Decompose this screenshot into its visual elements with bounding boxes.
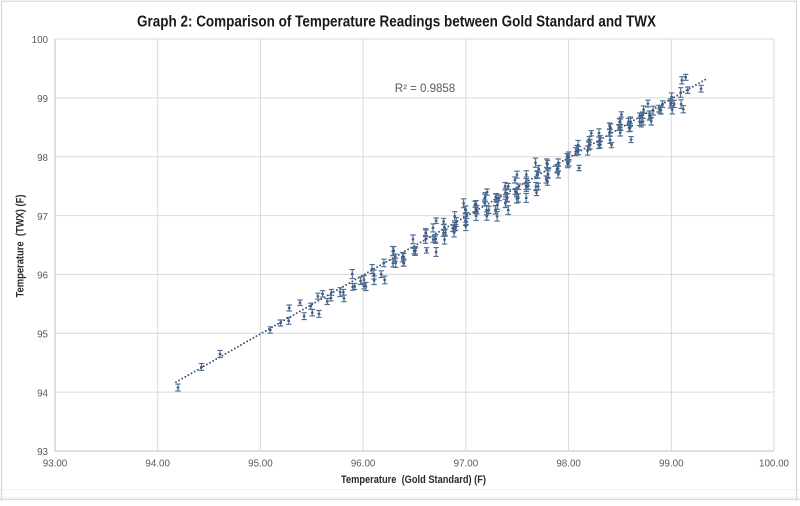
svg-text:98.00: 98.00 <box>556 459 581 470</box>
svg-text:100: 100 <box>32 35 49 46</box>
svg-text:100.00: 100.00 <box>759 459 790 470</box>
svg-text:98: 98 <box>37 153 48 164</box>
svg-text:93: 93 <box>37 447 48 458</box>
svg-text:96: 96 <box>37 271 48 282</box>
svg-text:94: 94 <box>37 388 48 399</box>
svg-text:Graph 2: Comparison of Tempera: Graph 2: Comparison of Temperature Readi… <box>137 13 656 30</box>
svg-text:Temperature (TWX) (F): Temperature (TWX) (F) <box>14 194 26 297</box>
svg-text:94.00: 94.00 <box>145 459 170 470</box>
svg-text:Temperature (Gold Standard) (: Temperature (Gold Standard) (F) <box>341 474 486 486</box>
svg-text:97.00: 97.00 <box>454 459 479 470</box>
svg-text:R² = 0.9858: R² = 0.9858 <box>395 83 455 95</box>
svg-text:95.00: 95.00 <box>248 459 273 470</box>
svg-text:97: 97 <box>37 212 48 223</box>
svg-text:93.00: 93.00 <box>43 459 68 470</box>
svg-text:99: 99 <box>37 94 48 105</box>
svg-text:96.00: 96.00 <box>351 459 376 470</box>
svg-text:95: 95 <box>37 330 48 341</box>
svg-text:99.00: 99.00 <box>659 459 684 470</box>
